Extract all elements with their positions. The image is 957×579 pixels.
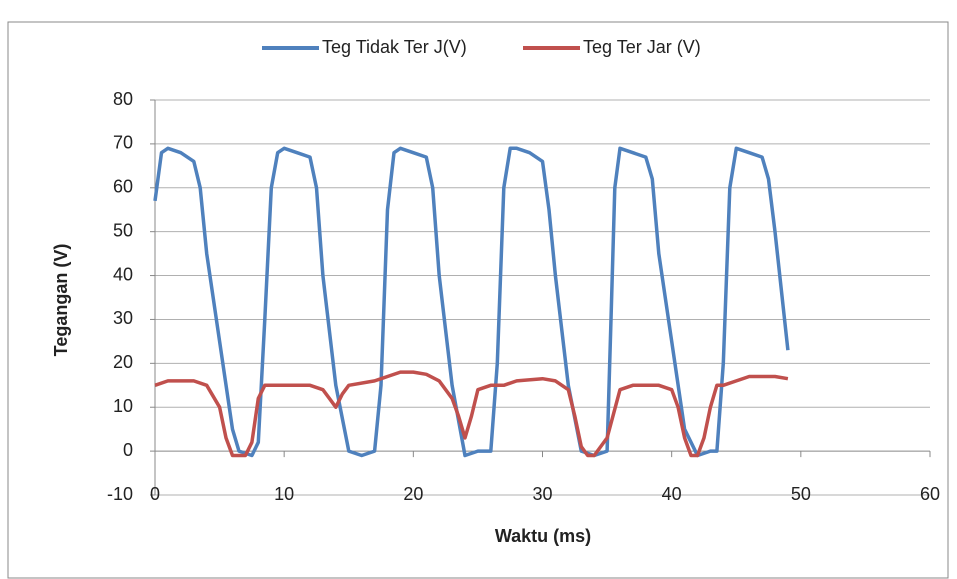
x-tick-label: 20 [403, 484, 423, 504]
y-axis-title: Tegangan (V) [51, 244, 71, 357]
x-tick-label: 60 [920, 484, 940, 504]
series-line [154, 370, 789, 458]
legend-label: Teg Tidak Ter J(V) [322, 37, 467, 57]
y-tick-label: 20 [113, 352, 133, 372]
x-tick-label: 10 [274, 484, 294, 504]
y-tick-label: 0 [123, 440, 133, 460]
y-tick-label: 10 [113, 396, 133, 416]
x-tick-label: 50 [791, 484, 811, 504]
y-tick-label: 40 [113, 264, 133, 284]
x-tick-label: 40 [662, 484, 682, 504]
y-tick-label: 50 [113, 220, 133, 240]
y-tick-label: -10 [107, 484, 133, 504]
series-line [153, 146, 790, 458]
x-tick-label: 0 [150, 484, 160, 504]
chart-frame [7, 21, 949, 579]
legend-label: Teg Ter Jar (V) [583, 37, 701, 57]
x-axis-title: Waktu (ms) [495, 526, 591, 546]
x-tick-label: 30 [532, 484, 552, 504]
y-tick-label: 30 [113, 308, 133, 328]
y-tick-label: 80 [113, 89, 133, 109]
y-tick-label: 70 [113, 133, 133, 153]
y-tick-label: 60 [113, 177, 133, 197]
